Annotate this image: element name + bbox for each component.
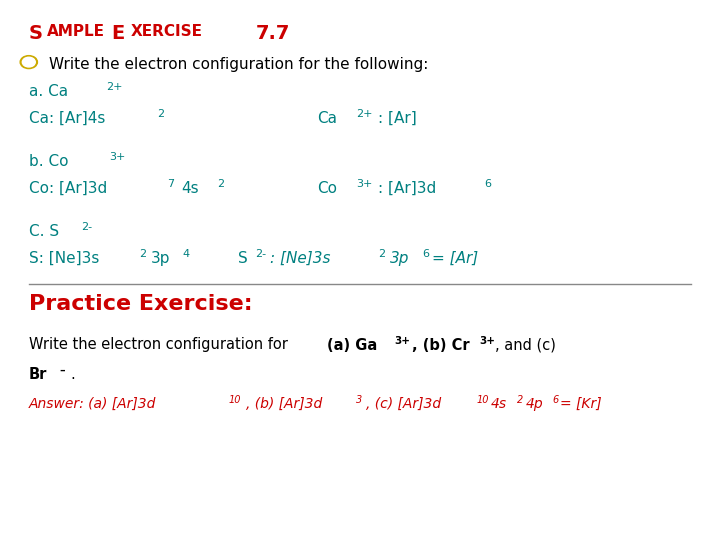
- Text: , (c) [Ar]3d: , (c) [Ar]3d: [366, 397, 441, 411]
- Text: 2: 2: [217, 179, 225, 190]
- Text: 2+: 2+: [107, 82, 123, 92]
- Text: Practice Exercise:: Practice Exercise:: [29, 294, 253, 314]
- Text: Co: Co: [317, 181, 337, 196]
- Text: 7: 7: [167, 179, 174, 190]
- Text: C. S: C. S: [29, 224, 59, 239]
- Text: 6: 6: [422, 249, 429, 260]
- Text: Answer: (a) [Ar]3d: Answer: (a) [Ar]3d: [29, 397, 156, 411]
- Text: 4s: 4s: [491, 397, 507, 411]
- Text: Co: [Ar]3d: Co: [Ar]3d: [29, 181, 107, 196]
- Text: .: .: [71, 367, 76, 382]
- Text: –: –: [60, 366, 66, 376]
- Text: , (b) Cr: , (b) Cr: [412, 338, 469, 353]
- Text: a. Ca: a. Ca: [29, 84, 68, 99]
- Text: Ca: Ca: [317, 111, 337, 126]
- Text: 2-: 2-: [81, 222, 91, 233]
- Text: XERCISE: XERCISE: [131, 24, 203, 39]
- Text: , and (c): , and (c): [495, 338, 557, 353]
- Text: 3+: 3+: [480, 336, 495, 346]
- Text: 3: 3: [356, 395, 362, 406]
- Text: Write the electron configuration for the following:: Write the electron configuration for the…: [49, 57, 428, 72]
- Text: 3+: 3+: [109, 152, 126, 163]
- Text: 4s: 4s: [181, 181, 199, 196]
- Text: S: S: [29, 24, 42, 43]
- Text: Ca: [Ar]4s: Ca: [Ar]4s: [29, 111, 105, 126]
- Circle shape: [20, 56, 37, 69]
- Text: 3+: 3+: [395, 336, 410, 346]
- Text: 10: 10: [477, 395, 489, 406]
- Text: 6: 6: [485, 179, 492, 190]
- Text: : [Ar]3d: : [Ar]3d: [378, 181, 436, 196]
- Text: 2: 2: [378, 249, 385, 260]
- Text: 2: 2: [139, 249, 146, 260]
- Text: 2: 2: [157, 109, 164, 119]
- Text: S: [Ne]3s: S: [Ne]3s: [29, 251, 99, 266]
- Text: Br: Br: [29, 367, 48, 382]
- Text: 10: 10: [229, 395, 241, 406]
- Circle shape: [22, 57, 35, 67]
- Text: 2: 2: [517, 395, 523, 406]
- Text: = [Kr]: = [Kr]: [560, 397, 602, 411]
- Text: E: E: [112, 24, 125, 43]
- Text: S: S: [238, 251, 248, 266]
- Text: 3p: 3p: [390, 251, 410, 266]
- Text: (a) Ga: (a) Ga: [327, 338, 377, 353]
- Text: b. Co: b. Co: [29, 154, 68, 169]
- Text: 2+: 2+: [356, 109, 372, 119]
- Text: AMPLE: AMPLE: [47, 24, 105, 39]
- Text: 4: 4: [182, 249, 189, 260]
- Text: , (b) [Ar]3d: , (b) [Ar]3d: [246, 397, 323, 411]
- Text: 3+: 3+: [356, 179, 373, 190]
- Text: 7.7: 7.7: [256, 24, 290, 43]
- Text: 4p: 4p: [526, 397, 543, 411]
- Text: 2-: 2-: [255, 249, 266, 260]
- Text: 3p: 3p: [151, 251, 171, 266]
- Text: : [Ar]: : [Ar]: [378, 111, 417, 126]
- Text: = [Ar]: = [Ar]: [432, 251, 478, 266]
- Text: Write the electron configuration for: Write the electron configuration for: [29, 338, 292, 353]
- Text: : [Ne]3s: : [Ne]3s: [270, 251, 330, 266]
- Text: 6: 6: [552, 395, 559, 406]
